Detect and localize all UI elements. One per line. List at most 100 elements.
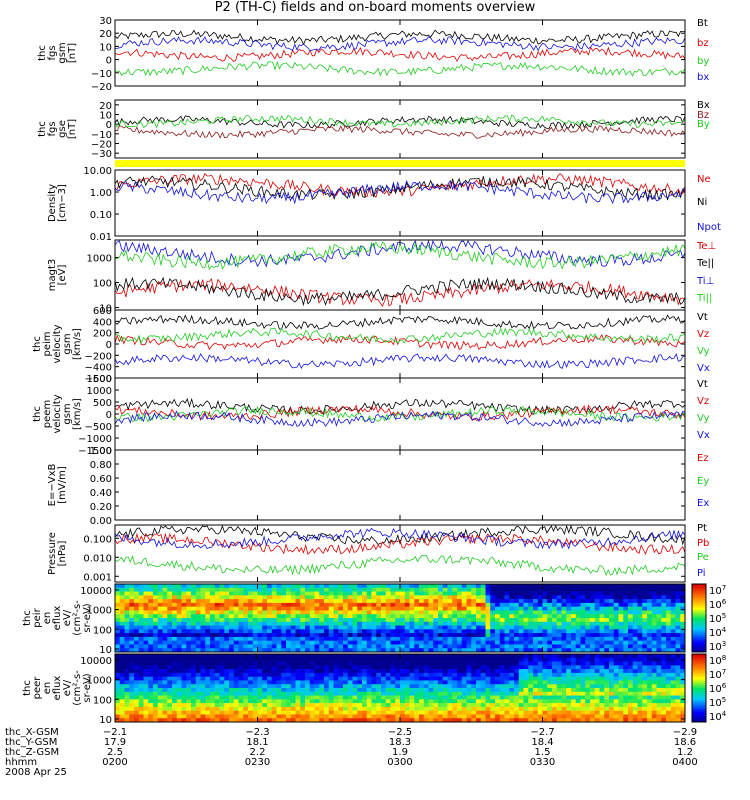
series-line-by bbox=[114, 60, 686, 77]
footer-value-hhmm: 0230 bbox=[245, 757, 270, 768]
footer-value-hhmm: 0200 bbox=[102, 757, 127, 768]
y-tick-label: 0.20 bbox=[90, 502, 112, 513]
footer-value-x: −2.3 bbox=[245, 727, 269, 738]
footer-row-label: thc_Z-GSM bbox=[5, 747, 59, 758]
y-tick-label: 0.60 bbox=[90, 474, 112, 485]
ylabel-line: thc bbox=[32, 336, 43, 352]
legend-label: Ex bbox=[697, 498, 709, 509]
footer-value-y: 18.6 bbox=[674, 737, 696, 748]
y-tick-label: 10 bbox=[99, 42, 112, 53]
footer-value-x: −2.1 bbox=[103, 727, 127, 738]
ylabel-line: velocity bbox=[52, 394, 63, 433]
ylabel-line: thc bbox=[37, 121, 48, 137]
y-tick-label: 10 bbox=[99, 111, 112, 122]
ylabel-line: fgs bbox=[47, 121, 58, 136]
ylabel-line: E=−VxB bbox=[47, 464, 58, 507]
ylabel-line: magt3 bbox=[47, 259, 58, 292]
ylabel-line: eV/ bbox=[62, 679, 73, 696]
y-tick-label: 0.001 bbox=[83, 572, 112, 583]
footer-row-label: 2008 Apr 25 bbox=[5, 767, 67, 778]
ylabel-line: Density bbox=[47, 184, 58, 222]
series-line-Vx bbox=[114, 353, 686, 370]
y-tick-label: −1500 bbox=[78, 446, 112, 457]
ylabel-line: en bbox=[42, 682, 53, 695]
ylabel-line: [eV] bbox=[57, 265, 68, 286]
legend-label: Ne bbox=[697, 174, 711, 185]
footer-row-label: thc_X-GSM bbox=[5, 727, 59, 738]
series-line-Pt bbox=[114, 524, 686, 546]
y-tick-label: 100 bbox=[93, 625, 112, 636]
y-tick-label: −30 bbox=[91, 149, 112, 160]
ylabel-line: [km/s] bbox=[72, 328, 83, 360]
ylabel-line: Pressure bbox=[47, 532, 58, 575]
ylabel-line: [mV/m] bbox=[57, 466, 68, 504]
y-tick-label: 1000 bbox=[87, 254, 112, 265]
y-tick-label: 20 bbox=[99, 101, 112, 112]
ylabel-line: [km/s] bbox=[72, 398, 83, 430]
panel-peer_en_eflux: thc peer en eflux eV/(cm²-s-sr-eV) 10000 1000 1… bbox=[22, 653, 727, 726]
ylabel-line: thc bbox=[37, 45, 48, 61]
legend-label: Bt bbox=[697, 18, 708, 29]
y-tick-label: −1000 bbox=[78, 434, 112, 445]
ylabel-line: fgs bbox=[47, 45, 58, 60]
panel-peir_en_eflux: thc peir en eflux eV/(cm²-s-sr-eV) 10000 1000 1… bbox=[22, 583, 727, 656]
series-line-Te|| bbox=[114, 276, 686, 307]
legend-label: Ti⊥ bbox=[696, 276, 714, 287]
footer-value-z: 1.5 bbox=[535, 747, 551, 758]
ylabel-line: eflux bbox=[52, 606, 63, 631]
mode-bar bbox=[115, 160, 685, 167]
y-tick-label: 0.010 bbox=[83, 553, 112, 564]
series-line-Vy bbox=[114, 405, 686, 423]
colorbar-label: 103 bbox=[709, 640, 726, 653]
y-tick-label: 0 bbox=[106, 56, 112, 67]
series-line-Vt bbox=[114, 397, 686, 416]
ylabel-line: [nPa] bbox=[57, 540, 68, 566]
y-tick-label: 10.00 bbox=[83, 166, 112, 177]
legend-label: Vt bbox=[697, 379, 708, 390]
y-tick-label: 10000 bbox=[80, 656, 112, 667]
series-line-Vt bbox=[114, 314, 686, 330]
series-line-Te⊥ bbox=[114, 278, 686, 307]
ylabel-line: eflux bbox=[52, 676, 63, 701]
series-line-Bz bbox=[114, 124, 686, 139]
legend-label: Vy bbox=[697, 413, 710, 424]
series-line-Pb bbox=[114, 532, 686, 556]
colorbar-label: 105 bbox=[709, 612, 726, 625]
legend-label: Vx bbox=[697, 430, 710, 441]
colorbar-label: 105 bbox=[709, 696, 726, 709]
footer-value-y: 18.1 bbox=[246, 737, 268, 748]
series-line-Vz bbox=[114, 333, 686, 351]
legend-label: bz bbox=[697, 38, 709, 49]
series-line-bz bbox=[114, 46, 686, 63]
y-tick-label: 1000 bbox=[87, 606, 112, 617]
colorbar-label: 106 bbox=[709, 598, 727, 611]
panel-density: Density [cm−3] 10.00 1.00 0.10 0.01 Ne Ni Npot bbox=[47, 166, 721, 243]
y-tick-label: 10 bbox=[99, 304, 112, 315]
y-tick-label: 10 bbox=[99, 715, 112, 726]
y-tick-label: 1000 bbox=[87, 386, 112, 397]
ylabel-line: peem bbox=[42, 400, 53, 428]
panel-fgs_gsm: thc fgs gsm [nT] 30 20 10 0 −10 −20 Bt bz by bx bbox=[37, 16, 709, 93]
y-tick-label: 1500 bbox=[87, 374, 112, 385]
series-line-By bbox=[114, 114, 686, 129]
ylabel-line: thc bbox=[32, 406, 43, 422]
ylabel-line: (cm²-s- bbox=[72, 600, 83, 636]
y-tick-label: 1.00 bbox=[90, 188, 112, 199]
colorbar-label: 107 bbox=[709, 584, 726, 597]
footer-value-x: −2.5 bbox=[388, 727, 412, 738]
legend-label: Vz bbox=[697, 329, 709, 340]
legend-label: Bx bbox=[697, 100, 710, 111]
ylabel-line: sr-eV) bbox=[82, 673, 93, 702]
y-tick-label: 600 bbox=[93, 306, 112, 317]
y-tick-label: 0.01 bbox=[90, 232, 112, 243]
panel-peim_velocity: thc peim velocity gsm [km/s] 6004002000−200−4… bbox=[32, 306, 710, 385]
ylabel-line: thc bbox=[22, 680, 33, 696]
series-line-Bx bbox=[114, 115, 686, 130]
legend-label: Ni bbox=[697, 197, 707, 208]
legend-label: By bbox=[697, 119, 710, 130]
legend-label: Vy bbox=[697, 346, 710, 357]
footer-value-z: 1.9 bbox=[392, 747, 408, 758]
footer-value-y: 18.4 bbox=[531, 737, 553, 748]
